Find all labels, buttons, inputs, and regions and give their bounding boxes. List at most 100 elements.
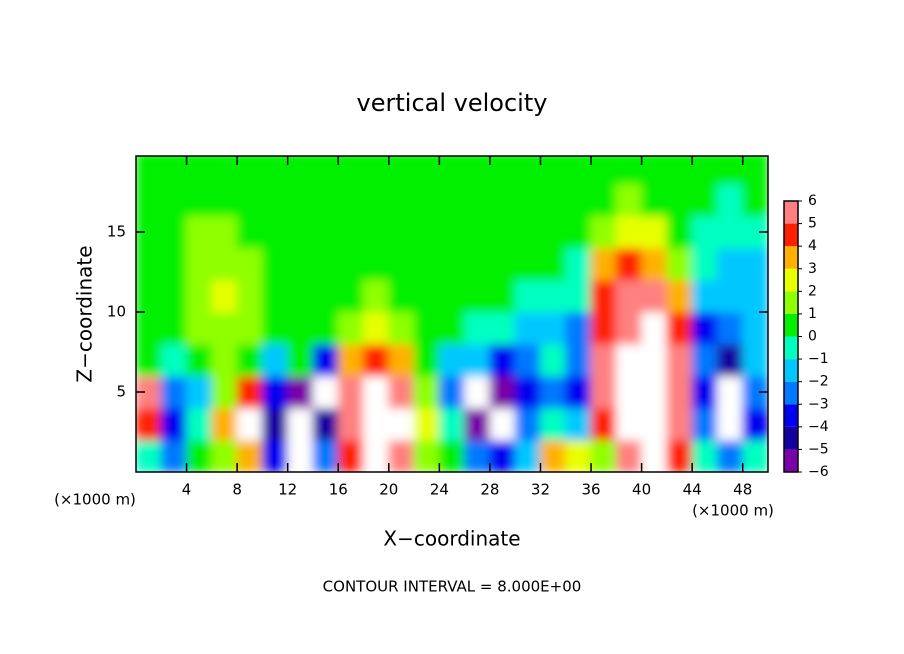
heatmap-cell <box>666 247 693 281</box>
colorbar-tick-label: 0 <box>808 329 817 345</box>
heatmap-cell <box>438 279 466 313</box>
heatmap-cell <box>590 215 617 249</box>
heatmap <box>136 156 768 472</box>
heatmap-cell <box>641 183 668 217</box>
heatmap-cell <box>136 183 162 217</box>
heatmap-cell <box>413 407 440 441</box>
heatmap-cell <box>236 215 263 249</box>
heatmap-cell <box>464 439 491 472</box>
heatmap-cell <box>287 311 314 345</box>
heatmap-cell <box>615 311 643 345</box>
heatmap-cell <box>691 375 718 409</box>
colorbar-tick-label: −6 <box>808 464 829 480</box>
heatmap-cell <box>539 247 567 281</box>
heatmap-cell <box>489 215 516 249</box>
heatmap-cell <box>363 375 390 409</box>
heatmap-cell <box>186 407 213 441</box>
heatmap-cell <box>615 183 643 217</box>
colorbar-tick-label: −5 <box>808 441 829 457</box>
colorbar-tick-label: 4 <box>808 238 817 254</box>
heatmap-cell <box>590 407 617 441</box>
heatmap-cell <box>565 156 592 185</box>
heatmap-cell <box>539 311 567 345</box>
heatmap-cell <box>413 183 440 217</box>
heatmap-cell <box>438 215 466 249</box>
heatmap-cell <box>615 156 643 185</box>
heatmap-cell <box>363 215 390 249</box>
heatmap-cell <box>287 439 314 472</box>
heatmap-cell <box>261 375 289 409</box>
heatmap-cell <box>742 439 768 472</box>
heatmap-cell <box>489 375 516 409</box>
heatmap-cell <box>211 279 238 313</box>
heatmap-cell <box>666 343 693 377</box>
heatmap-cell <box>261 279 289 313</box>
colorbar-band <box>784 426 798 450</box>
heatmap-cell <box>413 156 440 185</box>
colorbar-band <box>784 223 798 247</box>
colorbar-tick-label: 5 <box>808 216 817 232</box>
heatmap-cell <box>514 156 541 185</box>
heatmap-cell <box>514 215 541 249</box>
heatmap-cell <box>312 215 339 249</box>
heatmap-cell <box>236 439 263 472</box>
heatmap-cell <box>261 156 289 185</box>
heatmap-cell <box>641 279 668 313</box>
x-tick-label: 24 <box>430 481 449 499</box>
heatmap-cell <box>186 343 213 377</box>
heatmap-cell <box>337 215 365 249</box>
heatmap-cell <box>742 247 768 281</box>
y-axis-label: Z−coordinate <box>73 245 97 382</box>
chart-title: vertical velocity <box>357 89 548 117</box>
heatmap-cell <box>160 311 188 345</box>
heatmap-cell <box>539 375 567 409</box>
heatmap-cell <box>236 183 263 217</box>
heatmap-cell <box>464 311 491 345</box>
heatmap-cell <box>388 407 415 441</box>
heatmap-cell <box>438 156 466 185</box>
heatmap-field <box>136 156 768 472</box>
heatmap-cell <box>590 156 617 185</box>
heatmap-cell <box>236 156 263 185</box>
heatmap-cell <box>388 343 415 377</box>
heatmap-cell <box>641 375 668 409</box>
heatmap-cell <box>160 407 188 441</box>
heatmap-cell <box>413 247 440 281</box>
heatmap-cell <box>363 311 390 345</box>
heatmap-cell <box>211 407 238 441</box>
colorbar-tick-label: 2 <box>808 283 817 299</box>
heatmap-cell <box>641 343 668 377</box>
heatmap-cell <box>716 343 744 377</box>
heatmap-cell <box>136 343 162 377</box>
colorbar-band <box>784 246 798 269</box>
heatmap-cell <box>312 439 339 472</box>
heatmap-cell <box>236 279 263 313</box>
heatmap-cell <box>211 375 238 409</box>
heatmap-cell <box>388 156 415 185</box>
heatmap-cell <box>160 375 188 409</box>
heatmap-cell <box>211 215 238 249</box>
heatmap-cell <box>160 279 188 313</box>
heatmap-cell <box>136 156 162 185</box>
heatmap-cell <box>363 247 390 281</box>
heatmap-cell <box>489 156 516 185</box>
colorbar-band <box>784 313 798 337</box>
heatmap-cell <box>136 247 162 281</box>
heatmap-cell <box>565 375 592 409</box>
heatmap-cell <box>691 439 718 472</box>
heatmap-cell <box>590 311 617 345</box>
heatmap-cell <box>438 439 466 472</box>
heatmap-cell <box>666 375 693 409</box>
heatmap-cell <box>261 343 289 377</box>
heatmap-cell <box>489 407 516 441</box>
heatmap-cell <box>186 439 213 472</box>
heatmap-cell <box>363 343 390 377</box>
heatmap-cell <box>514 247 541 281</box>
heatmap-cell <box>160 183 188 217</box>
heatmap-cell <box>211 343 238 377</box>
plot-frame <box>135 155 769 473</box>
heatmap-cell <box>539 343 567 377</box>
heatmap-cell <box>388 247 415 281</box>
x-tick-label: 4 <box>182 481 192 499</box>
heatmap-cell <box>641 311 668 345</box>
